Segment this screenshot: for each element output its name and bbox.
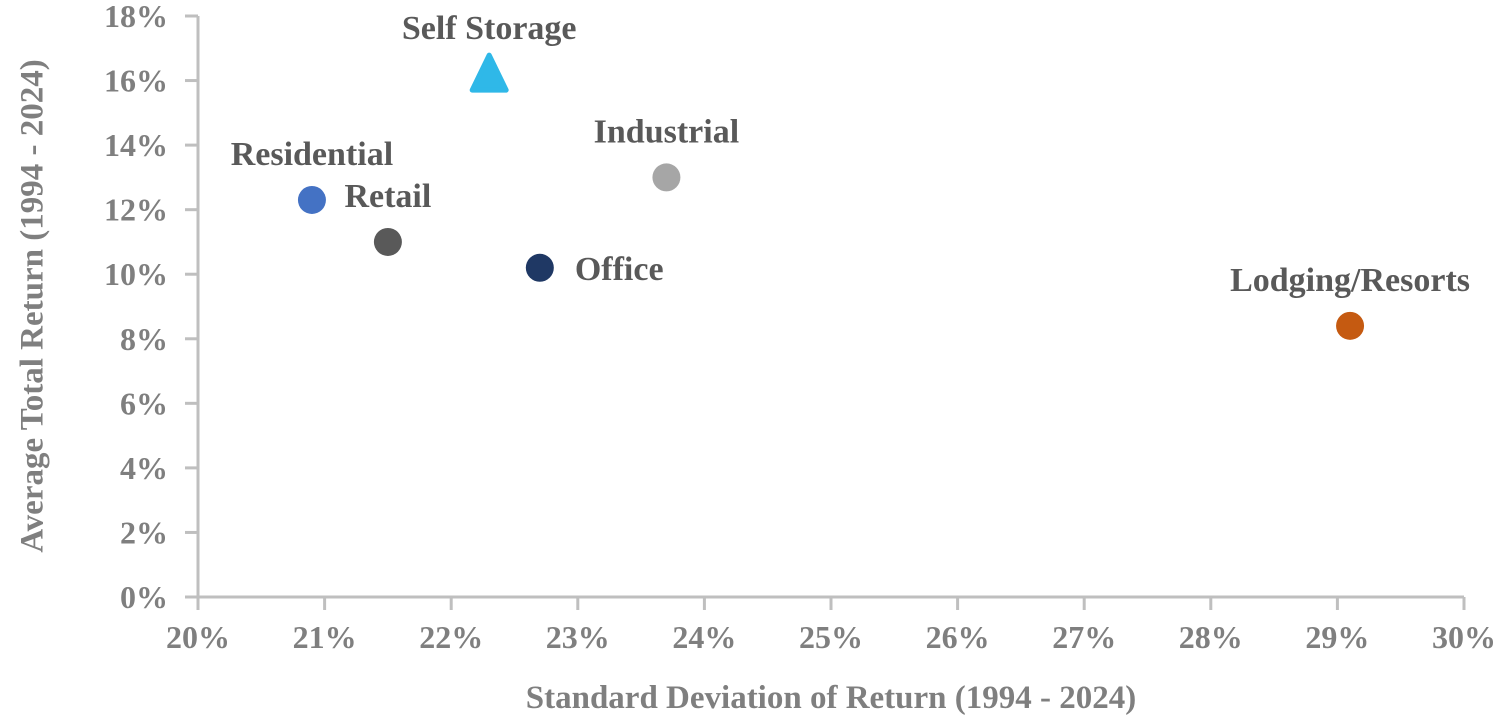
marker-retail [373,227,402,256]
y-tick-label: 18% [104,0,168,34]
x-tick-label: 24% [672,619,736,655]
point-label-residential: Residential [231,136,393,173]
y-axis-title: Average Total Return (1994 - 2024) [14,59,51,553]
y-tick-label: 12% [104,192,168,228]
y-tick-label: 4% [120,450,168,486]
axis-lines [196,16,1464,599]
x-tick-label: 23% [546,619,610,655]
point-label-office: Office [575,251,664,288]
y-tick-label: 0% [120,579,168,615]
y-tick-label: 16% [104,63,168,99]
x-tick-label: 28% [1179,619,1243,655]
x-tick-label: 22% [419,619,483,655]
point-label-retail: Retail [344,178,431,215]
marker-industrial [652,163,681,192]
y-tick-label: 10% [104,256,168,292]
marker-office [525,253,554,282]
x-tick-label: 30% [1432,619,1496,655]
x-tick-label: 29% [1305,619,1369,655]
y-tick-label: 8% [120,321,168,357]
x-axis-title: Standard Deviation of Return (1994 - 202… [525,680,1137,716]
x-tick-label: 26% [926,619,990,655]
x-tick-label: 20% [166,619,230,655]
marker-residential [297,185,326,214]
x-tick-label: 27% [1052,619,1116,655]
x-tick-label: 25% [799,619,863,655]
point-label-industrial: Industrial [594,113,740,150]
marker-self-storage [469,52,509,93]
y-tick-label: 6% [120,385,168,421]
x-tick-label: 21% [293,619,357,655]
point-label-self-storage: Self Storage [402,10,577,47]
y-tick-label: 14% [104,127,168,163]
marker-lodging-resorts [1336,311,1365,340]
point-label-lodging-resorts: Lodging/Resorts [1230,262,1470,299]
y-tick-label: 2% [120,514,168,550]
